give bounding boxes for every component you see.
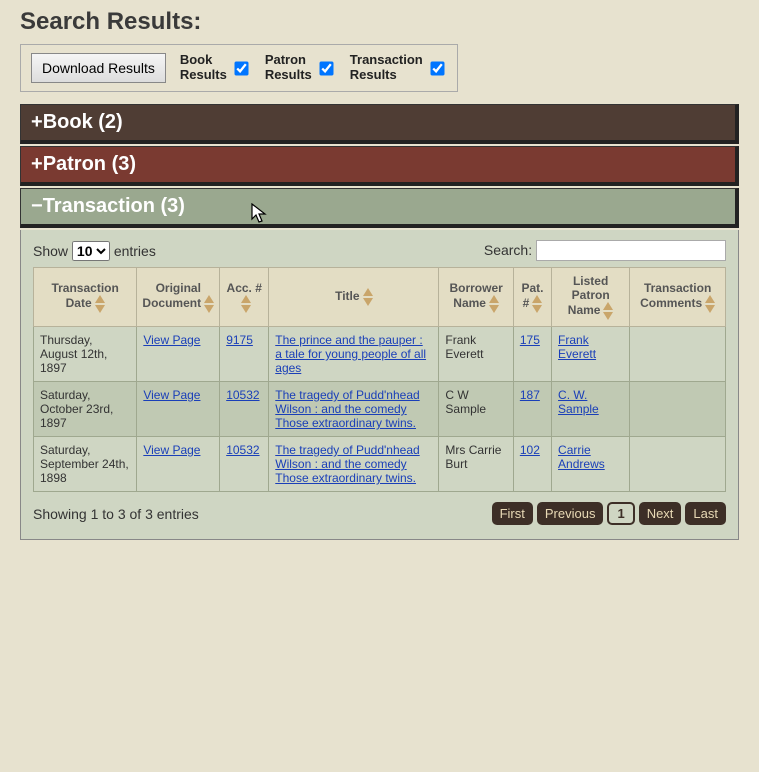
column-label: Title	[335, 289, 359, 303]
accordion-transaction-header[interactable]: −Transaction (3)	[20, 188, 739, 228]
pager-page-1[interactable]: 1	[607, 502, 634, 525]
cell-acc: 10532	[220, 437, 269, 492]
accordion-patron-sign: +	[31, 153, 43, 175]
cell-title: The tragedy of Pudd'nhead Wilson : and t…	[269, 437, 439, 492]
cursor-icon	[251, 203, 269, 225]
cell-title: The tragedy of Pudd'nhead Wilson : and t…	[269, 382, 439, 437]
column-header[interactable]: Transaction Comments	[630, 268, 726, 327]
cell-pat-link[interactable]: 175	[520, 333, 540, 347]
cell-comments	[630, 327, 726, 382]
accordion-book-header[interactable]: +Book (2)	[20, 104, 739, 144]
table-row: Thursday, August 12th, 1897 View Page 9175…	[34, 327, 726, 382]
cell-pat-link[interactable]: 187	[520, 388, 540, 402]
pager-prev[interactable]: Previous	[537, 502, 604, 525]
pager-first[interactable]: First	[492, 502, 533, 525]
column-header[interactable]: Listed Patron Name	[552, 268, 630, 327]
cell-title-link[interactable]: The tragedy of Pudd'nhead Wilson : and t…	[275, 388, 419, 430]
cell-acc: 10532	[220, 382, 269, 437]
cell-acc-link[interactable]: 10532	[226, 388, 259, 402]
pager-last[interactable]: Last	[685, 502, 726, 525]
table-info: Showing 1 to 3 of 3 entries	[33, 506, 199, 522]
cell-borrower: Mrs Carrie Burt	[439, 437, 513, 492]
cell-listed-link[interactable]: C. W. Sample	[558, 388, 599, 416]
cell-acc-link[interactable]: 9175	[226, 333, 253, 347]
patron-results-checkbox[interactable]	[319, 61, 333, 75]
cell-doc-link[interactable]: View Page	[143, 333, 200, 347]
cell-title-link[interactable]: The prince and the pauper : a tale for y…	[275, 333, 426, 375]
accordion-transaction-sign: −	[31, 195, 43, 217]
cell-title-link[interactable]: The tragedy of Pudd'nhead Wilson : and t…	[275, 443, 419, 485]
column-header[interactable]: Transaction Date	[34, 268, 137, 327]
show-prefix: Show	[33, 243, 68, 259]
cell-borrower: Frank Everett	[439, 327, 513, 382]
cell-date: Thursday, August 12th, 1897	[34, 327, 137, 382]
cell-listed-link[interactable]: Carrie Andrews	[558, 443, 605, 471]
cell-listed-link[interactable]: Frank Everett	[558, 333, 596, 361]
column-label: Original Document	[142, 281, 201, 310]
cell-title: The prince and the pauper : a tale for y…	[269, 327, 439, 382]
cell-doc-link[interactable]: View Page	[143, 388, 200, 402]
cell-borrower: C W Sample	[439, 382, 513, 437]
sort-icon	[532, 295, 542, 313]
page-title: Search Results:	[20, 8, 739, 36]
accordion-patron-label: Patron (3)	[43, 153, 136, 175]
book-results-label: BookResults	[180, 53, 227, 83]
cell-pat: 102	[513, 437, 551, 492]
book-results-checkbox[interactable]	[234, 61, 248, 75]
cell-date: Saturday, September 24th, 1898	[34, 437, 137, 492]
cell-comments	[630, 382, 726, 437]
accordion-book-label: Book (2)	[43, 111, 123, 133]
column-header[interactable]: Pat. #	[513, 268, 551, 327]
accordion-book-sign: +	[31, 111, 43, 133]
cell-doc: View Page	[137, 437, 220, 492]
cell-pat-link[interactable]: 102	[520, 443, 540, 457]
transaction-results-checkbox[interactable]	[430, 61, 444, 75]
column-header[interactable]: Acc. #	[220, 268, 269, 327]
results-controls: Download Results BookResults PatronResul…	[20, 44, 458, 92]
cell-listed: Carrie Andrews	[552, 437, 630, 492]
entries-select[interactable]: 10	[72, 241, 110, 261]
column-label: Transaction Comments	[640, 281, 711, 310]
pager-next[interactable]: Next	[639, 502, 682, 525]
show-suffix: entries	[114, 243, 156, 259]
cell-pat: 187	[513, 382, 551, 437]
search-label: Search:	[484, 242, 532, 258]
cell-date: Saturday, October 23rd, 1897	[34, 382, 137, 437]
accordion-patron-header[interactable]: +Patron (3)	[20, 146, 739, 186]
pager: First Previous 1 Next Last	[492, 502, 726, 525]
cell-doc-link[interactable]: View Page	[143, 443, 200, 457]
cell-acc-link[interactable]: 10532	[226, 443, 259, 457]
sort-icon	[363, 288, 373, 306]
cell-acc: 9175	[220, 327, 269, 382]
column-header[interactable]: Borrower Name	[439, 268, 513, 327]
patron-results-label: PatronResults	[265, 53, 312, 83]
cell-comments	[630, 437, 726, 492]
download-results-button[interactable]: Download Results	[31, 53, 166, 83]
cell-listed: Frank Everett	[552, 327, 630, 382]
transaction-table: Transaction Date Original Document Acc. # T…	[33, 267, 726, 492]
sort-icon	[204, 295, 214, 313]
search-control: Search:	[484, 240, 726, 261]
cell-doc: View Page	[137, 382, 220, 437]
table-row: Saturday, September 24th, 1898 View Page 1…	[34, 437, 726, 492]
transaction-results-label: TransactionResults	[350, 53, 423, 83]
transaction-panel: Show 10 entries Search: Transaction Date…	[20, 230, 739, 540]
accordion-transaction-label: Transaction (3)	[43, 195, 185, 217]
table-row: Saturday, October 23rd, 1897 View Page 105…	[34, 382, 726, 437]
column-label: Acc. #	[227, 281, 262, 295]
column-label: Transaction Date	[51, 281, 118, 310]
column-header[interactable]: Title	[269, 268, 439, 327]
sort-icon	[705, 295, 715, 313]
cell-listed: C. W. Sample	[552, 382, 630, 437]
sort-icon	[95, 295, 105, 313]
entries-length-control: Show 10 entries	[33, 241, 156, 261]
sort-icon	[489, 295, 499, 313]
sort-icon	[603, 302, 613, 320]
column-header[interactable]: Original Document	[137, 268, 220, 327]
cell-doc: View Page	[137, 327, 220, 382]
cell-pat: 175	[513, 327, 551, 382]
search-input[interactable]	[536, 240, 726, 261]
sort-icon	[241, 295, 251, 313]
